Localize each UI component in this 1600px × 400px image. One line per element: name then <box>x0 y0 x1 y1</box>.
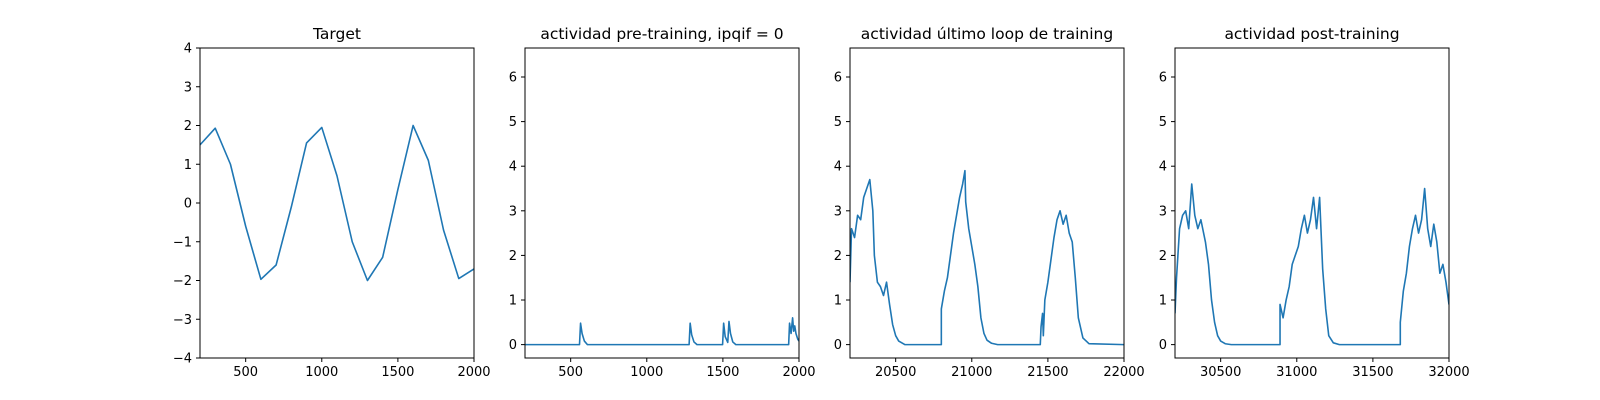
y-tick-label: 3 <box>1159 204 1167 219</box>
chart-title: actividad pre-training, ipqif = 0 <box>540 25 783 43</box>
x-tick-label: 30500 <box>1200 365 1241 380</box>
chart-panel-2: 500 1000 1500 2000 0 1 2 3 4 5 6 actividad pre-trai… <box>509 25 816 380</box>
y-tick-label: −4 <box>173 352 192 367</box>
chart-title: actividad último loop de training <box>861 25 1113 43</box>
x-tick-label: 21500 <box>1027 365 1068 380</box>
x-tick-label: 22000 <box>1103 365 1144 380</box>
y-tick-label: 2 <box>834 249 842 264</box>
y-tick-label: 5 <box>834 115 842 130</box>
y-tick-label: −2 <box>173 274 192 289</box>
plot-area <box>200 48 474 358</box>
x-tick-label: 20500 <box>875 365 916 380</box>
y-tick-label: 5 <box>509 115 517 130</box>
y-tick-label: 1 <box>1159 294 1167 309</box>
x-tick-label: 31000 <box>1276 365 1317 380</box>
chart-panel-3: 20500 21000 21500 22000 0 1 2 3 4 5 6 actividad últ… <box>834 25 1145 380</box>
plot-frame <box>524 47 800 359</box>
y-tick-label: 1 <box>184 158 192 173</box>
series-line-1 <box>1175 183 1449 346</box>
y-tick-label: 4 <box>1159 160 1167 175</box>
x-tick-label: 1000 <box>630 365 663 380</box>
series-line-1 <box>200 124 474 282</box>
y-tick-label: 2 <box>184 119 192 134</box>
y-tick-label: 1 <box>834 294 842 309</box>
x-tick-label: 32000 <box>1428 365 1469 380</box>
x-tick-label: 2000 <box>782 365 815 380</box>
y-tick-label: 0 <box>509 338 517 353</box>
y-tick-label: −3 <box>173 313 192 328</box>
x-tick-label: 2000 <box>457 365 490 380</box>
chart-panel-1: 500 1000 1500 2000 −4 −3 −2 −1 0 1 2 3 4 Target <box>173 25 491 380</box>
y-tick-label: 3 <box>184 80 192 95</box>
y-tick-label: 2 <box>509 249 517 264</box>
y-tick-label: 3 <box>509 204 517 219</box>
y-tick-label: 0 <box>834 338 842 353</box>
series-line-1 <box>525 317 799 346</box>
plot-frame <box>199 47 475 359</box>
y-tick-label: 4 <box>509 160 517 175</box>
y-tick-label: 0 <box>1159 338 1167 353</box>
y-tick-label: 6 <box>509 70 517 85</box>
y-tick-label: 4 <box>834 160 842 175</box>
chart-title: actividad post-training <box>1224 25 1399 43</box>
x-tick-label: 1500 <box>706 365 739 380</box>
y-tick-label: 1 <box>509 294 517 309</box>
y-tick-label: 6 <box>834 70 842 85</box>
y-tick-label: 5 <box>1159 115 1167 130</box>
y-tick-label: 0 <box>184 197 192 212</box>
x-tick-label: 1000 <box>305 365 338 380</box>
y-tick-label: 6 <box>1159 70 1167 85</box>
chart-title: Target <box>312 25 361 43</box>
plot-area <box>525 48 799 358</box>
x-tick-label: 500 <box>233 365 258 380</box>
y-tick-label: 4 <box>184 42 192 57</box>
plot-area <box>850 48 1124 358</box>
y-tick-label: 3 <box>834 204 842 219</box>
series-line-1 <box>850 169 1124 346</box>
x-tick-label: 21000 <box>951 365 992 380</box>
x-tick-label: 500 <box>558 365 583 380</box>
x-tick-label: 1500 <box>381 365 414 380</box>
chart-panel-4: 30500 31000 31500 32000 0 1 2 3 4 5 6 actividad pos… <box>1159 25 1470 380</box>
x-tick-label: 31500 <box>1352 365 1393 380</box>
plot-frame <box>1174 47 1450 359</box>
y-tick-label: −1 <box>173 235 192 250</box>
plot-frame <box>849 47 1125 359</box>
y-tick-label: 2 <box>1159 249 1167 264</box>
